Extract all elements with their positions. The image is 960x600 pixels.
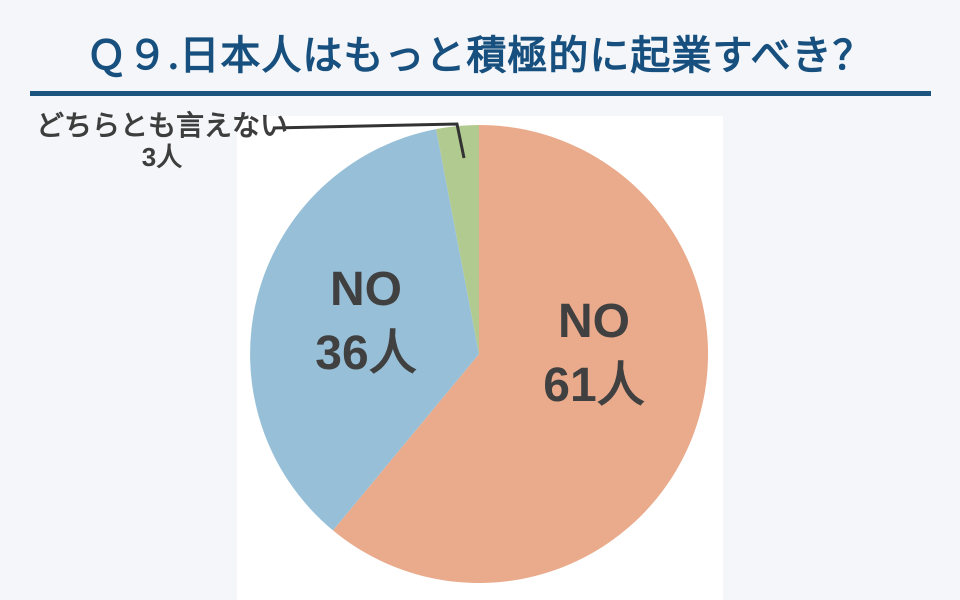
slice-value-text: 61人 <box>543 359 645 412</box>
pie-slice-label-no-36: NO 36人 <box>315 258 416 386</box>
pie-slice-no-61 <box>333 125 709 583</box>
slice-label-text: NO <box>330 263 402 316</box>
title-underline-rule <box>30 91 931 96</box>
slice-label-text: NO <box>558 295 630 348</box>
pie-slice-no-36 <box>250 129 479 531</box>
callout-label-text: どちらとも言えない <box>35 110 288 141</box>
pie-chart <box>250 125 709 583</box>
pie-slice-label-no-61: NO 61人 <box>543 290 644 418</box>
callout-value-text: 3人 <box>141 142 183 172</box>
page-title: Ｑ９.日本人はもっと積極的に起業すべき？ <box>86 33 874 78</box>
callout-leader-line <box>272 122 466 159</box>
pie-callout-label-neither-3: どちらとも言えない 3人 <box>32 110 292 172</box>
pie-slice-neither-3 <box>436 125 479 354</box>
slice-value-text: 36人 <box>315 327 417 380</box>
